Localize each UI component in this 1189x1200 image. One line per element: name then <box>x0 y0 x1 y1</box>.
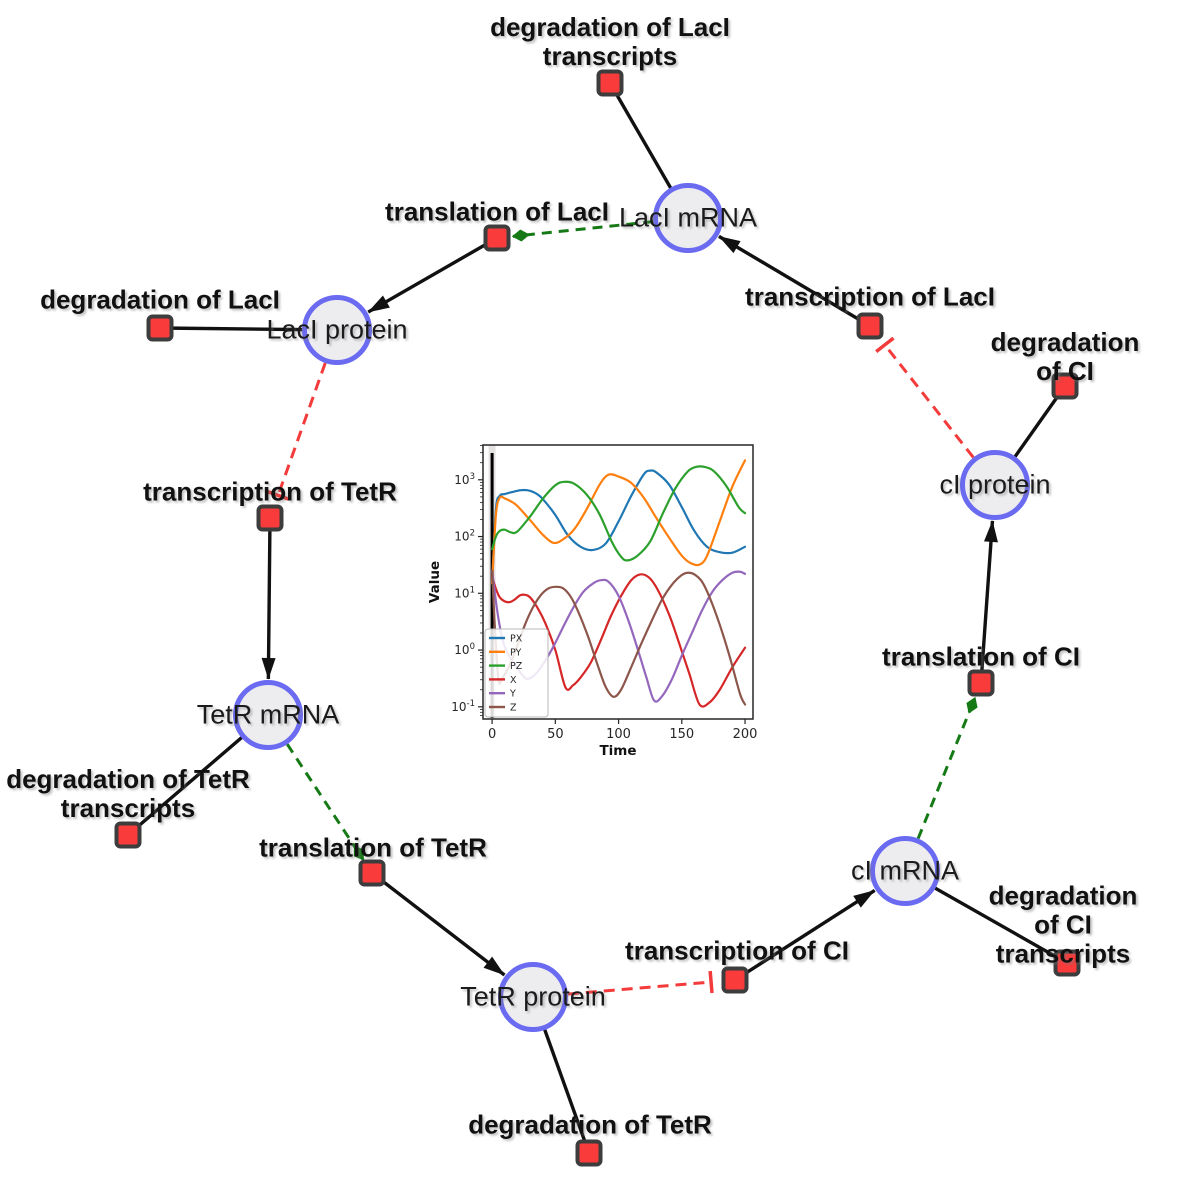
reaction-label-transl-tetr: translation of TetR <box>259 832 487 863</box>
legend-label-x: X <box>510 675 517 686</box>
edge-green-laci_mrna-to-transl_laci <box>511 220 654 242</box>
species-node-tetr-mrna[interactable] <box>233 680 303 750</box>
y-tick-label: 102 <box>454 529 475 544</box>
y-axis-label: Value <box>427 561 443 603</box>
x-tick-label: 200 <box>733 727 758 742</box>
y-tick-label: 103 <box>454 472 475 487</box>
x-tick-label: 100 <box>606 727 631 742</box>
series-curve-py <box>491 459 747 585</box>
x-axis-label: Time <box>599 743 636 759</box>
reaction-node-transl-laci[interactable] <box>483 224 511 252</box>
reaction-node-tx-ci[interactable] <box>721 966 749 994</box>
series-curve-pz <box>491 465 747 562</box>
edge-green-ci_mrna-to-transl_ci <box>916 696 978 840</box>
reaction-label-tx-laci: transcription of LacI <box>745 281 995 312</box>
species-label-tetr-protein: TetR protein <box>460 981 606 1012</box>
reaction-label-deg-laci: degradation of LacI <box>40 284 280 315</box>
reaction-node-deg-tetr[interactable] <box>575 1139 603 1167</box>
edge-red-laci_protein-to-tx_tetr <box>267 362 327 501</box>
series-curve-x <box>491 573 747 708</box>
edge-arrow-transl_ci-to-ci_protein <box>979 520 998 684</box>
x-tick-label: 150 <box>669 727 694 742</box>
y-tick-label: 10-1 <box>451 699 475 714</box>
reaction-node-tx-laci[interactable] <box>856 312 884 340</box>
inset-chart: 0 50 100 150 200 10-1 100 101 102 103 Time Value PX P… <box>427 444 758 759</box>
species-node-tetr-protein[interactable] <box>498 962 568 1032</box>
reaction-node-deg-laci[interactable] <box>146 314 174 342</box>
species-node-ci-protein[interactable] <box>960 450 1030 520</box>
legend-label-pz: PZ <box>510 661 523 672</box>
edge-arrow-transl_laci-to-laci_protein <box>367 236 498 314</box>
reaction-node-transl-ci[interactable] <box>967 669 995 697</box>
reaction-label-deg-tetr: degradation of TetR <box>468 1109 712 1140</box>
species-node-laci-mrna[interactable] <box>653 183 723 253</box>
edge-arrow-transl_tetr-to-tetr_protein <box>370 871 506 977</box>
species-label-ci-protein: cI protein <box>939 469 1051 500</box>
species-label-ci-mrna: cI mRNA <box>851 855 959 886</box>
species-label-laci-protein: LacI protein <box>266 314 408 345</box>
edge-arrow-tx_laci-to-laci_mrna <box>718 234 871 328</box>
species-label-tetr-mrna: TetR mRNA <box>196 699 340 730</box>
reaction-label-transl-ci: translation of CI <box>882 641 1080 672</box>
y-tick-label: 100 <box>454 642 475 657</box>
legend-label-py: PY <box>510 647 522 658</box>
y-tick-label: 101 <box>454 585 475 600</box>
reaction-node-transl-tetr[interactable] <box>358 859 386 887</box>
species-node-laci-protein[interactable] <box>302 295 372 365</box>
edge-red-ci_protein-to-tx_laci <box>875 336 975 459</box>
edge-green-tetr_mrna-to-transl_tetr <box>285 743 365 861</box>
reaction-node-deg-ci[interactable] <box>1051 372 1079 400</box>
reaction-label-deg-ci-tx: degradation of CI transcripts <box>988 880 1138 969</box>
species-label-laci-mrna: LacI mRNA <box>618 202 758 233</box>
legend-label-z: Z <box>510 703 517 714</box>
reaction-node-tx-tetr[interactable] <box>256 504 284 532</box>
x-tick-label: 0 <box>488 727 496 742</box>
reaction-label-deg-ci: degradation of CI <box>990 326 1140 386</box>
x-tick-label: 50 <box>547 727 564 742</box>
reaction-label-tx-tetr: transcription of TetR <box>143 476 397 507</box>
legend-label-px: PX <box>510 634 523 645</box>
edge-arrow-tx_tetr-to-tetr_mrna <box>261 517 276 680</box>
reaction-label-tx-ci: transcription of CI <box>625 935 849 966</box>
reaction-label-deg-tetr-tx: degradation of TetR transcripts <box>6 763 250 823</box>
species-node-ci-mrna[interactable] <box>870 836 940 906</box>
edge-red-tetr_protein-to-tx_ci <box>567 970 714 996</box>
legend-label-y: Y <box>509 689 516 700</box>
reaction-node-deg-ci-tx[interactable] <box>1053 949 1081 977</box>
reaction-label-deg-laci-tx: degradation of LacI transcripts <box>490 11 730 71</box>
reaction-node-deg-tetr-tx[interactable] <box>114 821 142 849</box>
series-curve-px <box>491 469 747 585</box>
reaction-label-transl-laci: translation of LacI <box>385 196 609 227</box>
edge-arrow-tx_ci-to-ci_mrna <box>734 889 876 982</box>
reaction-node-deg-laci-tx[interactable] <box>596 69 624 97</box>
